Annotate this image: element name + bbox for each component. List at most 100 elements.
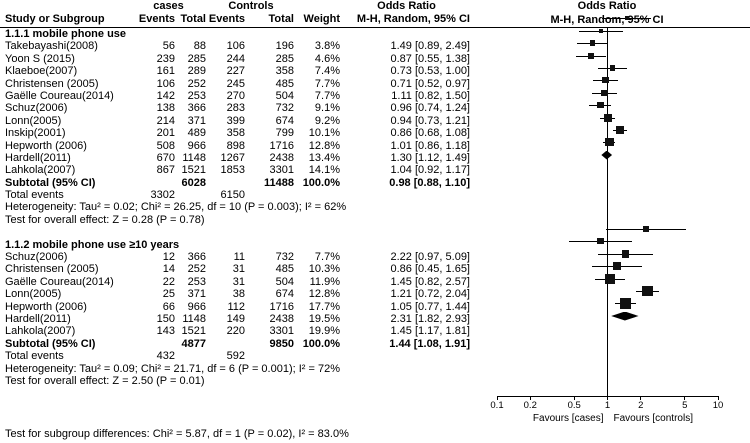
- controls-events: 1267: [220, 151, 245, 164]
- study-row: Takebayashi(2008) 56 88 106 196 3.8% 1.49 [0.8…: [0, 40, 750, 52]
- controls-total: 732: [275, 251, 294, 264]
- overall-effect-note: Test for overall effect: Z = 2.50 (P = 0…: [5, 374, 205, 387]
- cases-total: 4877: [181, 337, 206, 350]
- controls-total: 3301: [269, 325, 294, 338]
- column-header-row: Study or Subgroup Events Total Events To…: [0, 13, 750, 28]
- controls-events: 11: [233, 251, 245, 264]
- spacer-row: [0, 226, 750, 238]
- cases-total: 285: [187, 52, 206, 65]
- odds-ratio-plot-label: Odds Ratio: [577, 0, 637, 12]
- study-row: Hepworth (2006) 508 966 898 1716 12.8% 1.01 [0…: [0, 140, 750, 152]
- study-row: Inskip(2001) 201 489 358 799 10.1% 0.86 [0.68,…: [0, 127, 750, 139]
- study-row: Gaëlle Coureau(2014) 142 253 270 504 7.7% 1.11…: [0, 90, 750, 102]
- weight: 12.8%: [308, 139, 340, 152]
- controls-events: 112: [227, 300, 245, 313]
- or-ci-text: 1.45 [0.82, 2.57]: [390, 275, 470, 288]
- controls-events: 6150: [220, 189, 245, 202]
- favours-left-label: Favours [cases]: [532, 413, 604, 424]
- weight: 7.4%: [314, 65, 340, 78]
- cases-total: 252: [187, 263, 206, 276]
- cases-total: 289: [187, 65, 206, 78]
- weight: 12.8%: [308, 288, 340, 301]
- or-ci-text: 1.21 [0.72, 2.04]: [390, 288, 470, 301]
- total-events-label: Total events: [5, 350, 64, 363]
- cases-events: 239: [156, 52, 175, 65]
- controls-events: 592: [226, 350, 245, 363]
- cases-total: 6028: [181, 176, 206, 189]
- study-name: Hepworth (2006): [5, 300, 87, 313]
- controls-events: 106: [226, 40, 245, 53]
- weight: 11.9%: [309, 275, 340, 288]
- study-name: Hardell(2011): [5, 312, 71, 325]
- controls-events-column-header: Events: [208, 13, 245, 25]
- weight: 100.0%: [302, 337, 340, 350]
- total-events-row: Total events 432 592: [0, 350, 750, 362]
- study-row: Hepworth (2006) 66 966 112 1716 17.7% 1.05 [0.…: [0, 301, 750, 313]
- weight-column-header: Weight: [303, 13, 340, 25]
- study-name: Klaeboe(2007): [5, 65, 78, 78]
- study-row: Lonn(2005) 25 371 38 674 12.8% 1.21 [0.72, 2.0…: [0, 288, 750, 300]
- cell: [246, 350, 295, 362]
- heterogeneity-note: Heterogeneity: Tau² = 0.02; Chi² = 26.25…: [5, 201, 347, 214]
- axis-tick-label: 2: [638, 400, 644, 411]
- cases-total: 1148: [182, 151, 206, 164]
- axis-tick: [717, 396, 719, 400]
- cases-total: 366: [187, 102, 206, 115]
- heterogeneity-note: Heterogeneity: Tau² = 0.09; Chi² = 21.71…: [5, 362, 340, 375]
- axis-tick-label: 5: [682, 400, 688, 411]
- study-column-header: Study or Subgroup: [5, 13, 105, 25]
- cell: [341, 189, 472, 201]
- or-ci-text: 1.11 [0.82, 1.50]: [391, 89, 470, 102]
- cell: [207, 338, 246, 350]
- controls-events: 31: [232, 275, 245, 288]
- overall-effect-note: Test for overall effect: Z = 0.28 (P = 0…: [5, 213, 205, 226]
- cases-events: 138: [156, 102, 175, 115]
- or-ci-text: 1.05 [0.77, 1.44]: [390, 300, 470, 313]
- cases-total: 1521: [181, 164, 206, 177]
- controls-total: 2438: [269, 312, 294, 325]
- axis-tick: [573, 396, 575, 400]
- weight: 3.8%: [314, 40, 340, 53]
- cell: [176, 189, 207, 201]
- weight: 9.1%: [314, 102, 340, 115]
- cases-events: 867: [156, 164, 175, 177]
- cases-total: 371: [187, 114, 206, 127]
- study-row: Schuz(2006) 138 366 283 732 9.1% 0.96 [0.74, 1…: [0, 102, 750, 114]
- study-name: Hepworth (2006): [5, 139, 87, 152]
- or-ci-text: 1.49 [0.89, 2.49]: [390, 40, 470, 53]
- cases-events: 432: [156, 350, 175, 363]
- axis-tick: [607, 396, 608, 400]
- controls-total: 504: [275, 275, 294, 288]
- study-name: Inskip(2001): [5, 127, 66, 140]
- controls-total: 674: [275, 114, 294, 127]
- controls-total-column-header: Total: [268, 13, 294, 25]
- study-name: Lahkola(2007): [5, 164, 76, 177]
- cases-events: 670: [156, 151, 175, 164]
- axis-tick-label: 10: [712, 400, 724, 411]
- odds-ratio-table-label: Odds Ratio: [377, 0, 436, 12]
- total-events-label: Total events: [5, 189, 64, 202]
- axis-tick-label: 0.2: [523, 400, 537, 411]
- cases-total: 966: [187, 300, 206, 313]
- cell: [130, 177, 176, 189]
- controls-total: 674: [275, 288, 294, 301]
- ci-method-column-header: M-H, Random, 95% CI: [356, 13, 470, 25]
- controls-total: 358: [275, 65, 294, 78]
- axis-tick: [529, 396, 531, 400]
- study-name: Gaëlle Coureau(2014): [5, 275, 114, 288]
- or-ci-text: 1.44 [1.08, 1.91]: [389, 337, 470, 350]
- controls-total: 9850: [269, 337, 294, 350]
- cell: [207, 177, 246, 189]
- study-row: Gaëlle Coureau(2014) 22 253 31 504 11.9% 1.45 …: [0, 276, 750, 288]
- study-row: Schuz(2006) 12 366 11 732 7.7% 2.22 [0.97, 5.0…: [0, 251, 750, 263]
- controls-total: 732: [275, 102, 294, 115]
- weight: 7.7%: [314, 251, 340, 264]
- weight: 19.5%: [308, 312, 340, 325]
- or-ci-text: 0.86 [0.68, 1.08]: [390, 127, 470, 140]
- controls-events: 358: [226, 127, 245, 140]
- or-ci-text: 0.86 [0.45, 1.65]: [390, 263, 470, 276]
- cases-total: 489: [187, 127, 206, 140]
- cases-events: 25: [162, 288, 175, 301]
- study-name: Schuz(2006): [5, 251, 68, 264]
- weight: 19.9%: [308, 325, 340, 338]
